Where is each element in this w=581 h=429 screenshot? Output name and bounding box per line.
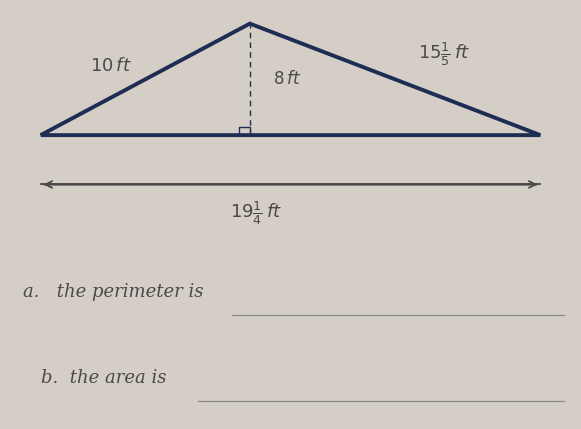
- Text: b.  the area is: b. the area is: [41, 369, 166, 387]
- Text: $15\frac{1}{5}\,\mathit{ft}$: $15\frac{1}{5}\,\mathit{ft}$: [418, 40, 471, 67]
- Text: a.   the perimeter is: a. the perimeter is: [23, 283, 204, 301]
- Text: $19\frac{1}{4}\,\mathit{ft}$: $19\frac{1}{4}\,\mathit{ft}$: [229, 199, 282, 227]
- Text: $8\,\mathit{ft}$: $8\,\mathit{ft}$: [273, 70, 301, 88]
- Text: $10\,\mathit{ft}$: $10\,\mathit{ft}$: [89, 57, 131, 76]
